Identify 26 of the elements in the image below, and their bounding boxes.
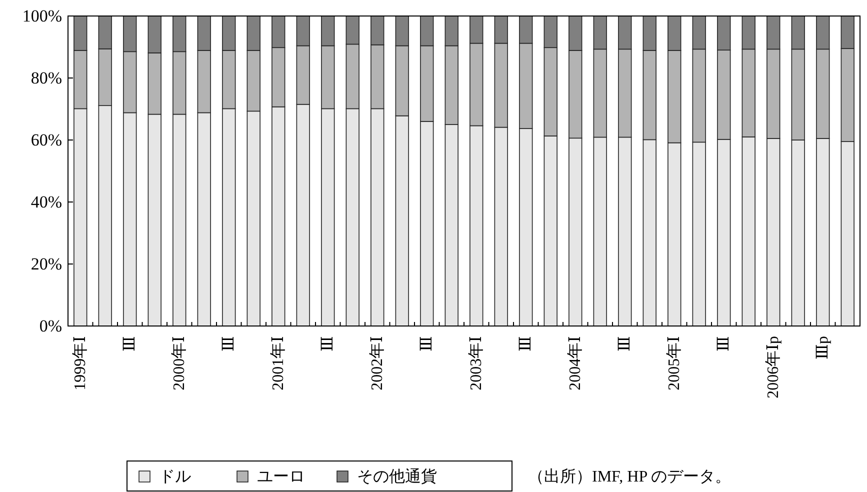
y-tick-label: 80%	[30, 68, 62, 88]
legend-label: ユーロ	[257, 468, 305, 486]
y-tick-label: 60%	[30, 130, 62, 150]
x-tick-label: Ⅲp	[814, 336, 832, 360]
x-tick-label: Ⅲ	[319, 336, 336, 352]
x-tick-label: Ⅲ	[121, 336, 138, 352]
x-tick-label: 2006年Ⅰp	[764, 336, 782, 398]
y-tick-label: 0%	[39, 316, 62, 336]
x-tick-label: Ⅲ	[418, 336, 436, 352]
x-tick-label: Ⅲ	[715, 336, 732, 352]
legend-label: ドル	[159, 468, 191, 486]
x-tick-label: 2002年Ⅰ	[368, 336, 386, 390]
x-tick-label: Ⅲ	[616, 336, 634, 352]
x-tick-label: 2004年Ⅰ	[566, 336, 584, 390]
x-tick-label: 2003年Ⅰ	[468, 336, 485, 390]
x-tick-label: Ⅲ	[517, 336, 534, 352]
x-tick-label: Ⅲ	[220, 336, 238, 352]
y-tick-label: 20%	[30, 254, 62, 274]
y-tick-label: 100%	[22, 6, 62, 26]
x-tick-label: 2001年Ⅰ	[270, 336, 287, 390]
x-tick-label: 2005年Ⅰ	[666, 336, 683, 390]
x-tick-label: 2000年Ⅰ	[170, 336, 188, 390]
x-tick-label: 1999年Ⅰ	[72, 336, 89, 390]
legend-label: その他通貨	[357, 468, 437, 486]
y-tick-label: 40%	[30, 192, 62, 212]
text: （出所）IMF, HP のデータ。	[528, 468, 732, 486]
